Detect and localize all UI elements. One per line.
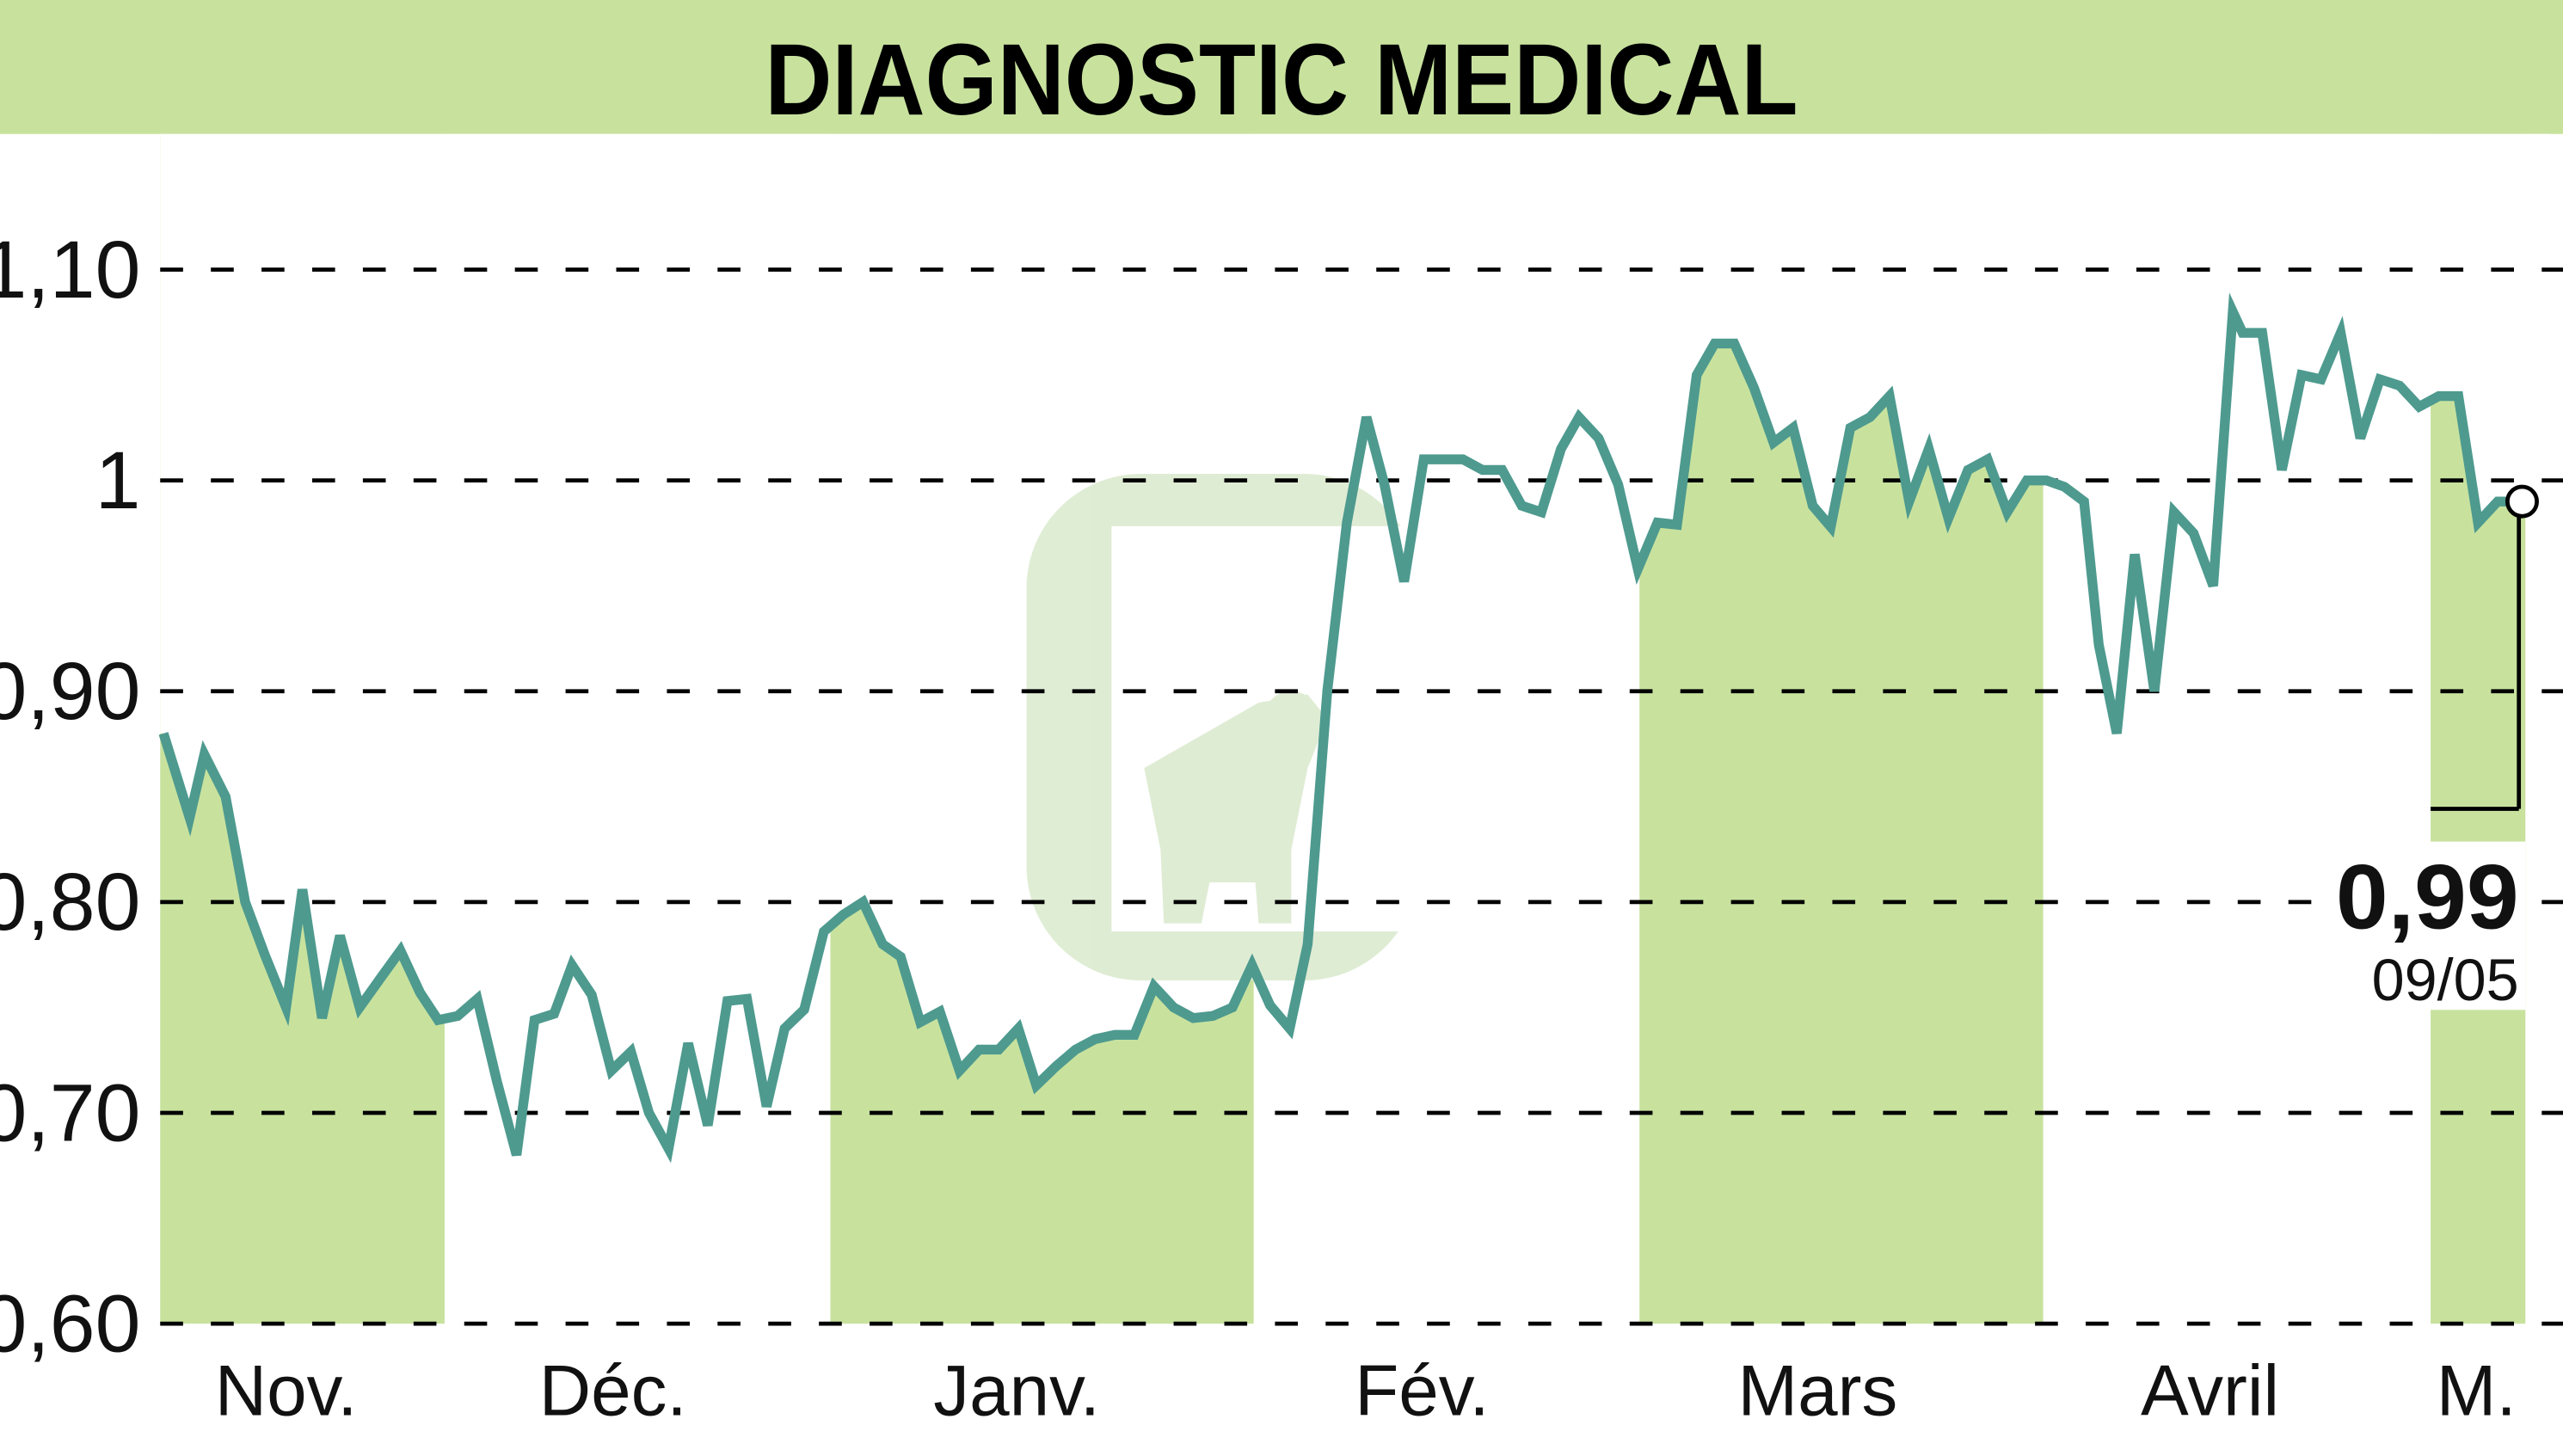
- chart-title: DIAGNOSTIC MEDICAL: [765, 22, 1798, 136]
- x-tick-label: Déc.: [539, 1350, 687, 1431]
- area-mask: [160, 133, 2550, 1155]
- x-tick-label: Mars: [1737, 1350, 1897, 1431]
- x-tick-label: Janv.: [933, 1350, 1100, 1431]
- x-tick-label: Fév.: [1355, 1350, 1489, 1431]
- last-date-label: 09/05: [2372, 948, 2519, 1013]
- x-tick-label: M.: [2437, 1350, 2517, 1431]
- y-tick-label: 0,60: [0, 1278, 140, 1369]
- y-axis-labels: 1,10 1 0,90 0,80 0,70 0,60: [0, 224, 140, 1370]
- header-band: [0, 0, 2563, 134]
- x-axis-labels: Nov. Déc. Janv. Fév. Mars Avril M.: [215, 1350, 2517, 1431]
- y-tick-label: 0,90: [0, 646, 140, 737]
- last-value-marker: [2320, 484, 2539, 1011]
- price-line: [158, 292, 2523, 1164]
- x-tick-label: Nov.: [215, 1350, 358, 1431]
- y-tick-label: 1: [95, 435, 141, 526]
- x-tick-label: Avril: [2141, 1350, 2279, 1431]
- y-tick-label: 0,80: [0, 857, 140, 948]
- month-shading: [160, 133, 2550, 1324]
- last-price-label: 0,99: [2336, 845, 2519, 948]
- last-point-circle-icon: [2505, 484, 2539, 519]
- y-tick-label: 0,70: [0, 1067, 140, 1158]
- watermark-logo-icon: [1026, 474, 1423, 981]
- y-tick-label: 1,10: [0, 224, 140, 316]
